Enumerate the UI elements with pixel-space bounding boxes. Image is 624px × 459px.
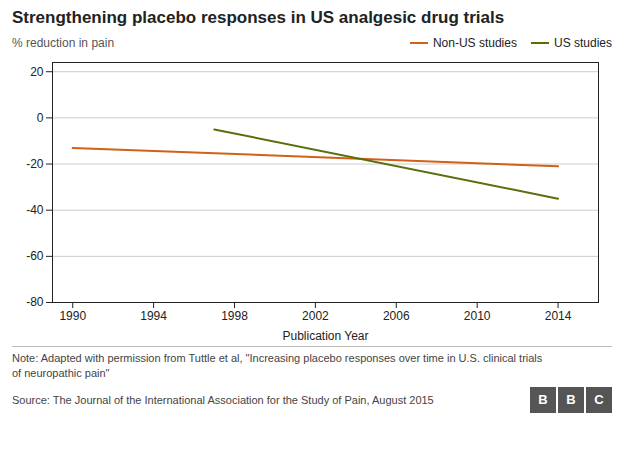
svg-text:1994: 1994: [140, 309, 167, 323]
html-text:B: B: [538, 392, 548, 408]
svg-text:0: 0: [37, 111, 44, 125]
svg-text:Publication Year: Publication Year: [282, 329, 368, 343]
svg-text:2014: 2014: [545, 309, 572, 323]
svg-text:-40: -40: [26, 203, 44, 217]
html-text:Source: The Journal of the Int: Source: The Journal of the International…: [12, 393, 434, 406]
html-text:Strengthening placebo response: Strengthening placebo responses in US an…: [12, 8, 505, 27]
svg-text:2002: 2002: [302, 309, 329, 323]
html-text:Note: Adapted with permission: Note: Adapted with permission from Tuttl…: [12, 352, 543, 379]
html-text:US studies: US studies: [554, 36, 612, 50]
svg-text:20: 20: [30, 65, 44, 79]
svg-text:-20: -20: [26, 157, 44, 171]
svg-text:2006: 2006: [383, 309, 410, 323]
html-text:B: B: [566, 392, 576, 408]
svg-text:-60: -60: [26, 249, 44, 263]
html-text:% reduction in pain: % reduction in pain: [12, 36, 115, 50]
svg-text:1990: 1990: [59, 309, 86, 323]
svg-text:2010: 2010: [464, 309, 491, 323]
svg-text:-80: -80: [26, 295, 44, 309]
html-text:Non-US studies: Non-US studies: [432, 36, 517, 50]
svg-text:1998: 1998: [221, 309, 248, 323]
html-text:C: C: [594, 392, 604, 408]
